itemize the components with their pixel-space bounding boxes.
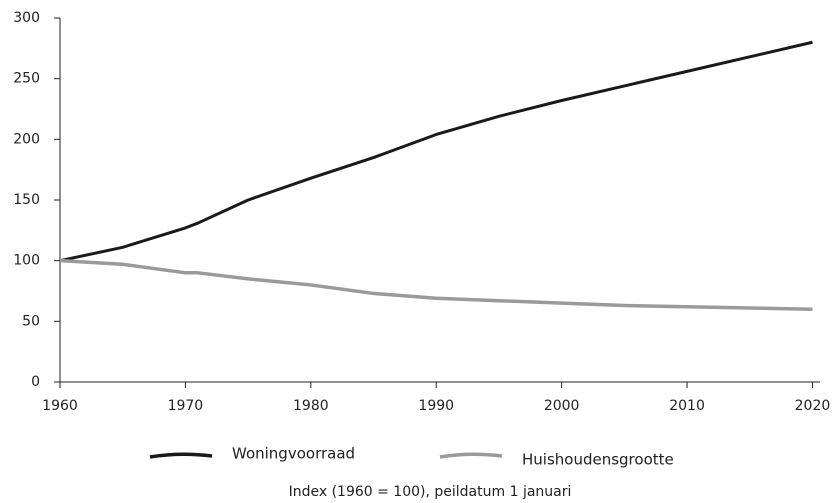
- y-tick-label: 100: [13, 253, 40, 269]
- series-line: [59, 40, 813, 263]
- x-tick-label: 1970: [168, 398, 204, 414]
- legend-label: Huishoudensgrootte: [522, 451, 674, 469]
- y-tick-label: 0: [31, 374, 40, 390]
- x-tick-label: 1980: [293, 398, 329, 414]
- note: Index (1960 = 100), peildatum 1 januari: [289, 484, 572, 499]
- x-tick-label: 1990: [418, 398, 454, 414]
- legend-label: Woningvoorraad: [232, 445, 355, 463]
- x-tick-label: 2000: [544, 398, 580, 414]
- y-tick-label: 50: [22, 313, 40, 329]
- legend-swatch: [439, 452, 503, 459]
- y-tick-label: 300: [13, 10, 40, 26]
- legend-swatch: [149, 452, 213, 459]
- x-tick-label: 2020: [795, 398, 831, 414]
- y-tick-label: 200: [13, 131, 40, 147]
- x-tick-label: 2010: [669, 398, 705, 414]
- y-tick-label: 150: [13, 192, 40, 208]
- series-line: [59, 258, 813, 311]
- y-tick-label: 250: [13, 71, 40, 87]
- x-tick-label: 1960: [42, 398, 78, 414]
